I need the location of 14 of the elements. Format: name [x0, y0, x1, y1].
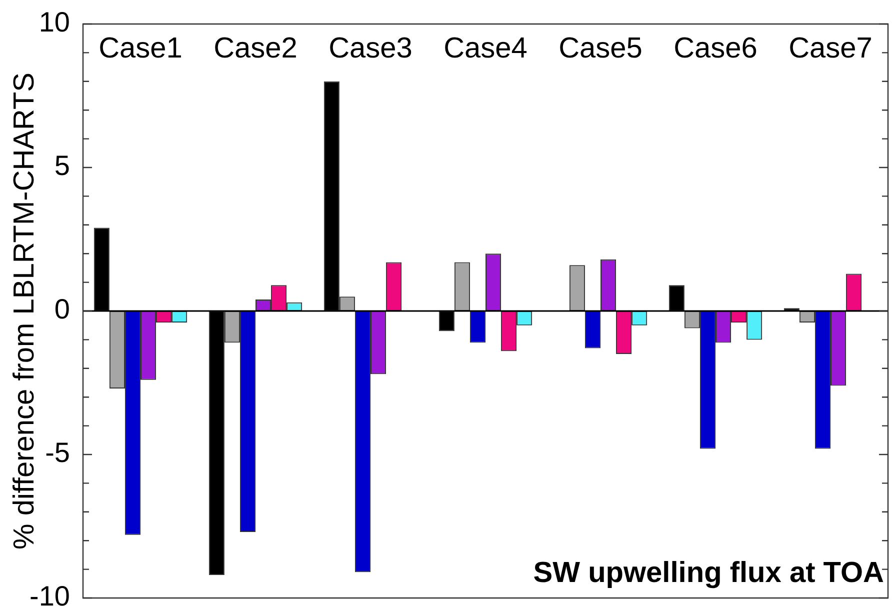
- y-tick-label: 0: [54, 294, 70, 325]
- x-tick-label: Case3: [328, 32, 412, 64]
- annotation: SW upwelling flux at TOA: [533, 557, 884, 589]
- x-tick-label: Case2: [214, 32, 298, 64]
- x-tick-label: Case1: [98, 32, 182, 64]
- y-tick-label: 5: [54, 150, 70, 182]
- x-tick-label: Case6: [674, 32, 758, 64]
- x-tick-label: Case7: [788, 32, 872, 64]
- y-axis-title: % difference from LBLRTM-CHARTS: [8, 72, 40, 550]
- y-tick-label: -10: [30, 580, 70, 606]
- x-tick-label: Case4: [444, 32, 528, 64]
- x-tick-label: Case5: [558, 32, 642, 64]
- y-tick-label: -5: [45, 437, 70, 468]
- y-tick-label: 10: [38, 6, 70, 38]
